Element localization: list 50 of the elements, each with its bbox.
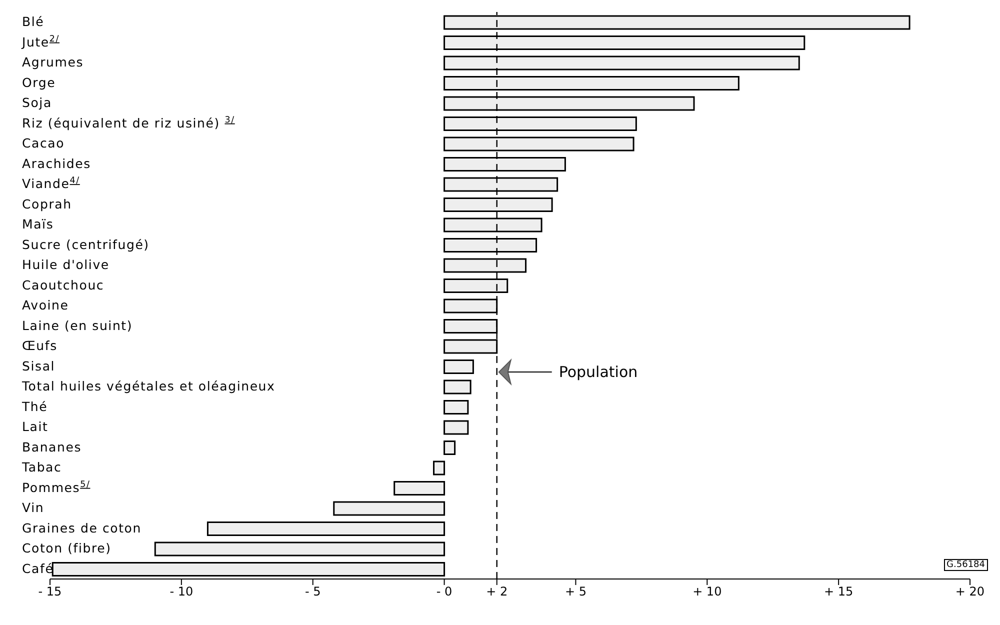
bar <box>394 481 446 496</box>
bar <box>444 420 469 435</box>
y-tick-label: Soja <box>22 95 52 110</box>
y-tick-label: Coprah <box>22 196 72 212</box>
y-tick-label: Cacao <box>22 136 65 151</box>
y-tick-label: Maïs <box>22 216 54 232</box>
x-tick-label: - 5 <box>304 584 321 599</box>
x-tick-label: + 15 <box>824 584 854 599</box>
y-tick-label: Caoutchouc <box>22 277 104 292</box>
y-tick-label: Total huiles végétales et oléagineux <box>21 378 276 394</box>
y-tick-label: Tabac <box>21 460 62 475</box>
x-tick-label: - 15 <box>38 584 62 599</box>
bar <box>154 542 446 556</box>
y-tick-label: Œufs <box>22 338 58 354</box>
x-tick-label: + 2 <box>486 584 508 599</box>
y-tick-label: Lait <box>22 419 48 434</box>
bar <box>444 400 469 414</box>
x-tick-label: - 10 <box>170 584 194 599</box>
y-tick-label: Laine (en suint) <box>22 318 133 333</box>
y-tick-label: Arachides <box>22 156 91 171</box>
x-tick-label: + 20 <box>955 584 985 599</box>
y-tick-label: Jute$^{2/}$ <box>21 34 60 50</box>
y-tick-label: Blé <box>22 14 44 30</box>
y-tick-label: Huile d'olive <box>22 257 110 272</box>
bar <box>444 440 456 455</box>
x-tick-label: + 5 <box>564 584 586 599</box>
y-tick-label: Pommes$^{5/}$ <box>22 480 90 495</box>
y-tick-label: Agrumes <box>22 54 84 70</box>
x-tick-label: + 10 <box>692 584 722 599</box>
y-tick-label: Café <box>22 560 54 576</box>
bar <box>333 501 446 516</box>
x-tick-label: - 0 <box>436 584 452 599</box>
y-tick-label: Viande$^{4/}$ <box>22 176 80 192</box>
y-tick-label: Graines de coton <box>22 520 142 536</box>
annotation: G.56184 <box>944 559 988 571</box>
y-tick-label: Orge <box>22 74 56 90</box>
y-tick-label: Bananes <box>22 439 82 454</box>
y-tick-label: Riz (équivalent de riz usiné) $^{3/}$ <box>22 115 235 130</box>
bar <box>433 460 446 476</box>
y-tick-label: Sisal <box>22 358 56 374</box>
y-tick-label: Avoine <box>22 298 69 313</box>
bar <box>444 380 472 394</box>
y-tick-label: Vin <box>22 500 44 516</box>
y-tick-label: Thé <box>21 398 48 414</box>
y-tick-label: Coton (fibre) <box>22 540 112 556</box>
bar <box>52 562 446 576</box>
bar <box>206 522 446 536</box>
ref-line-label: Population <box>558 363 638 382</box>
y-tick-label: Sucre (centrifugé) <box>22 236 150 252</box>
bar <box>444 360 474 374</box>
